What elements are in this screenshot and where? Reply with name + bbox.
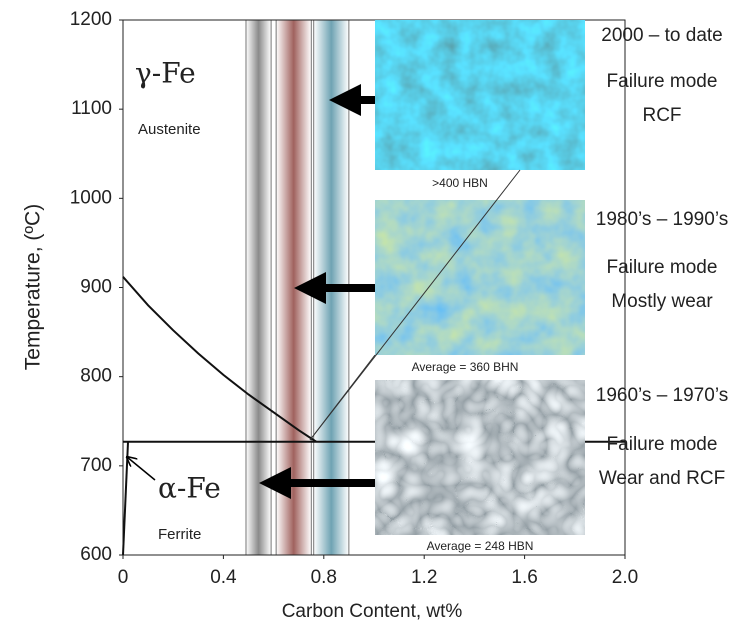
era: 2000 – to date: [601, 25, 723, 46]
caption: Average = 248 HBN: [427, 539, 534, 553]
era: 1960’s – 1970’s: [596, 385, 728, 406]
micrograph: [375, 380, 585, 535]
caption: Average = 360 BHN: [412, 360, 519, 374]
phase-name: Austenite: [138, 121, 201, 138]
y-tick-label: 900: [80, 277, 112, 298]
y-tick-label: 1000: [70, 187, 112, 208]
y-tick-label: 700: [80, 455, 112, 476]
failure-mode: Wear and RCF: [599, 468, 725, 489]
phase-name: Ferrite: [158, 526, 201, 543]
chart: γ-Fe Austenite α-Fe Ferrite >400 HBN Ave…: [0, 0, 748, 634]
x-tick-label: 2.0: [612, 567, 638, 588]
y-tick-label: 1100: [71, 98, 112, 119]
x-tick-label: 0.4: [210, 567, 237, 588]
y-tick-label: 600: [80, 544, 112, 565]
y-axis-title: Temperature, (ºC): [22, 204, 45, 370]
x-axis-title: Carbon Content, wt%: [282, 601, 463, 622]
failure-mode: Failure mode: [607, 434, 718, 455]
y-tick-label: 1200: [70, 9, 112, 30]
caption: >400 HBN: [432, 176, 488, 190]
x-tick-label: 1.2: [411, 567, 437, 588]
micrograph: [375, 200, 585, 355]
carbon-band: [276, 20, 311, 555]
carbon-band: [246, 20, 271, 555]
failure-mode: Mostly wear: [611, 291, 713, 312]
x-tick-label: 0.8: [311, 567, 337, 588]
x-tick-label: 0: [118, 567, 129, 588]
arrow: [127, 457, 155, 480]
failure-mode: RCF: [642, 105, 681, 126]
page: {"chart_data": { "type": "line", "x_labe…: [0, 0, 748, 634]
failure-mode: Failure mode: [607, 257, 718, 278]
failure-mode: Failure mode: [607, 71, 718, 92]
phase-boundary: [123, 442, 128, 555]
y-tick-label: 800: [80, 366, 112, 387]
era: 1980’s – 1990’s: [596, 209, 728, 230]
x-tick-label: 1.6: [511, 567, 537, 588]
micrograph: [375, 20, 585, 170]
phase-symbol: α-Fe: [158, 472, 221, 505]
phase-symbol: γ-Fe: [135, 57, 196, 90]
